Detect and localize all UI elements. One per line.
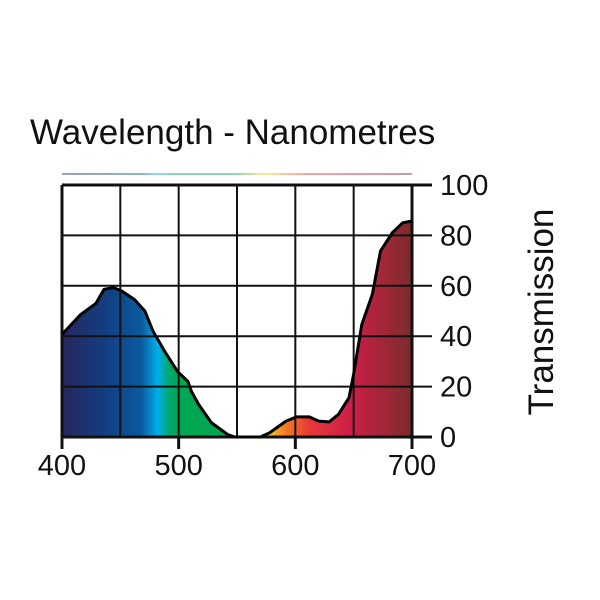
x-tick-label: 400: [38, 450, 86, 482]
y-axis-label: Transmission: [522, 209, 561, 416]
x-tick-label: 700: [388, 450, 436, 482]
y-tick-label: 40: [440, 321, 472, 353]
y-tick-label: 60: [440, 271, 472, 303]
y-tick-label: 0: [440, 422, 456, 454]
x-tick-label: 500: [154, 450, 202, 482]
y-tick-label: 80: [440, 220, 472, 252]
transmission-line: [60, 219, 413, 439]
spectrum-strip: [62, 173, 412, 175]
chart-title: Wavelength - Nanometres: [30, 113, 435, 152]
y-tick-label: 20: [440, 372, 472, 404]
y-tick-label: 100: [440, 170, 488, 202]
x-tick-label: 600: [271, 450, 319, 482]
transmission-area: [62, 221, 412, 437]
